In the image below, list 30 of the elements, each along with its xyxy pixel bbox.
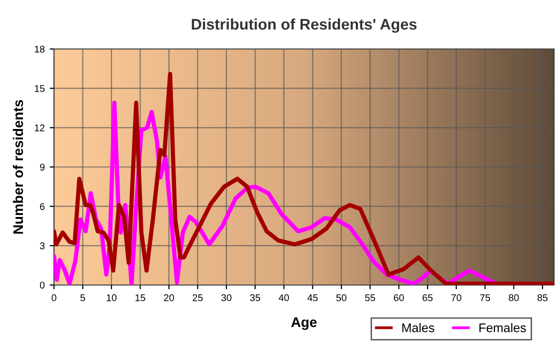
y-tick-label: 0 xyxy=(40,282,45,289)
x-tick-label: 0 xyxy=(52,294,56,302)
y-tick-label: 6 xyxy=(40,203,45,210)
y-tick-label: 12 xyxy=(34,124,44,132)
x-tick-label: 70 xyxy=(451,294,462,302)
x-tick-label: 10 xyxy=(106,294,116,302)
x-tick-label: 5 xyxy=(80,294,86,302)
chart-title: Distribution of Residents' Ages xyxy=(192,18,417,33)
y-tick-label: 18 xyxy=(34,46,45,53)
x-tick-label: 20 xyxy=(164,294,174,302)
x-tick-label: 75 xyxy=(480,294,490,302)
x-tick-label: 40 xyxy=(278,294,289,302)
x-tick-label: 85 xyxy=(538,294,548,302)
y-tick-label: 3 xyxy=(40,242,45,250)
legend-label: Males xyxy=(402,323,434,332)
x-tick-label: 25 xyxy=(192,294,203,302)
x-tick-label: 65 xyxy=(422,294,433,302)
x-tick-label: 50 xyxy=(336,294,346,302)
legend-label: Females xyxy=(479,323,526,332)
x-tick-label: 55 xyxy=(365,294,376,302)
x-tick-label: 15 xyxy=(136,294,146,302)
x-tick-label: 35 xyxy=(250,294,260,302)
y-axis-title: Number of residents xyxy=(12,100,24,234)
y-tick-label: 15 xyxy=(34,85,45,92)
x-tick-label: 60 xyxy=(394,294,404,302)
x-tick-label: 30 xyxy=(221,294,232,302)
x-tick-label: 45 xyxy=(307,294,318,302)
x-tick-label: 80 xyxy=(508,294,519,302)
y-tick-label: 9 xyxy=(40,164,45,171)
x-axis-title: Age xyxy=(291,317,317,330)
